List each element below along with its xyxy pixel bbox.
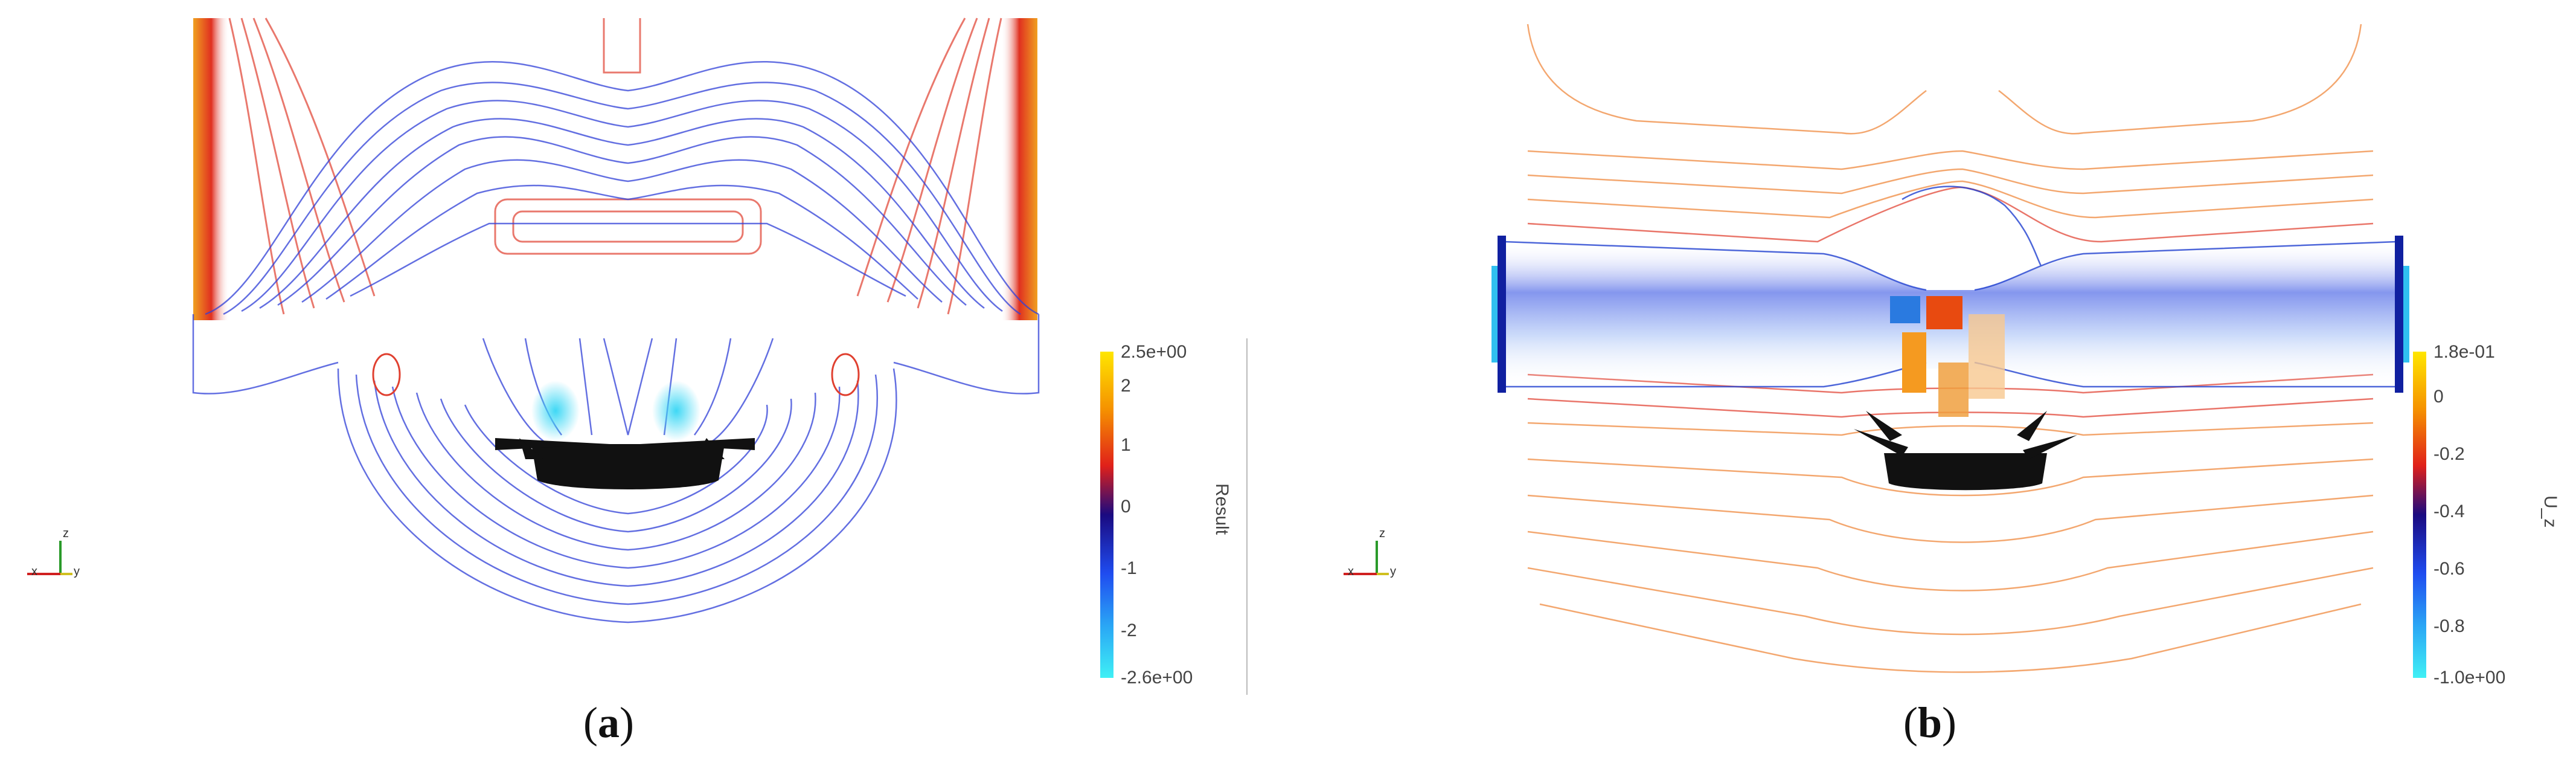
colorbar-a-tick-5: -2 bbox=[1121, 620, 1137, 640]
colorbar-a-tick-4: -1 bbox=[1121, 558, 1137, 578]
colorbar-b-tick-5: -0.8 bbox=[2433, 616, 2465, 636]
orange-contours-b bbox=[1527, 24, 2374, 673]
caption-a: (a) bbox=[583, 698, 634, 747]
contour-plot-b bbox=[1344, 24, 2409, 673]
panel-a: z x y 2.5e+00 2 1 0 -1 -2 -2.6e+00 Resul… bbox=[0, 0, 1280, 780]
jets-a bbox=[531, 381, 700, 441]
colorbar-a-title: Result bbox=[1212, 483, 1232, 535]
panel-b: z x y 1.8e-01 0 -0.2 -0.4 -0.6 -0.8 -1.0… bbox=[1298, 0, 2576, 780]
colorbar-b-title: U_z bbox=[2540, 495, 2560, 528]
axes-triad-a bbox=[27, 541, 72, 575]
colorbar-b-tick-2: -0.2 bbox=[2433, 444, 2465, 464]
colorbar-b-tick-3: -0.4 bbox=[2433, 501, 2465, 521]
red-contours-a bbox=[228, 18, 1002, 315]
red-loops-a bbox=[372, 353, 860, 396]
colorbar-separator-a bbox=[1246, 338, 1248, 695]
colorbar-a bbox=[1100, 352, 1113, 678]
wall-left-a bbox=[193, 18, 229, 320]
colorbar-b-tick-0: 1.8e-01 bbox=[2433, 342, 2495, 362]
colorbar-b-tick-6: -1.0e+00 bbox=[2433, 668, 2506, 688]
triad-z-a: z bbox=[63, 527, 69, 540]
drone-body-b bbox=[1854, 411, 2077, 491]
caption-b: (b) bbox=[1903, 698, 1957, 747]
colorbar-a-tick-2: 1 bbox=[1121, 435, 1131, 455]
vortex-core-b bbox=[1890, 296, 2005, 417]
colorbar-a-tick-3: 0 bbox=[1121, 497, 1131, 517]
colorbar-a-tick-0: 2.5e+00 bbox=[1121, 342, 1187, 362]
colorbar-b bbox=[2413, 352, 2426, 678]
wall-edges-b bbox=[1491, 236, 2409, 393]
axes-triad-b bbox=[1344, 541, 1389, 575]
drone-body-a bbox=[495, 438, 755, 489]
colorbar-b-tick-4: -0.6 bbox=[2433, 559, 2465, 579]
triad-x-b: x bbox=[1348, 565, 1354, 578]
triad-x-a: x bbox=[31, 565, 37, 578]
triad-y-a: y bbox=[74, 565, 80, 578]
triad-z-b: z bbox=[1379, 527, 1385, 540]
wall-right-a bbox=[1001, 18, 1037, 320]
triad-y-b: y bbox=[1390, 565, 1396, 578]
colorbar-b-tick-1: 0 bbox=[2433, 387, 2444, 407]
colorbar-a-tick-6: -2.6e+00 bbox=[1121, 668, 1193, 688]
contour-plot-a bbox=[27, 18, 1040, 624]
blue-contours-a bbox=[192, 60, 1040, 624]
colorbar-a-tick-1: 2 bbox=[1121, 376, 1131, 396]
